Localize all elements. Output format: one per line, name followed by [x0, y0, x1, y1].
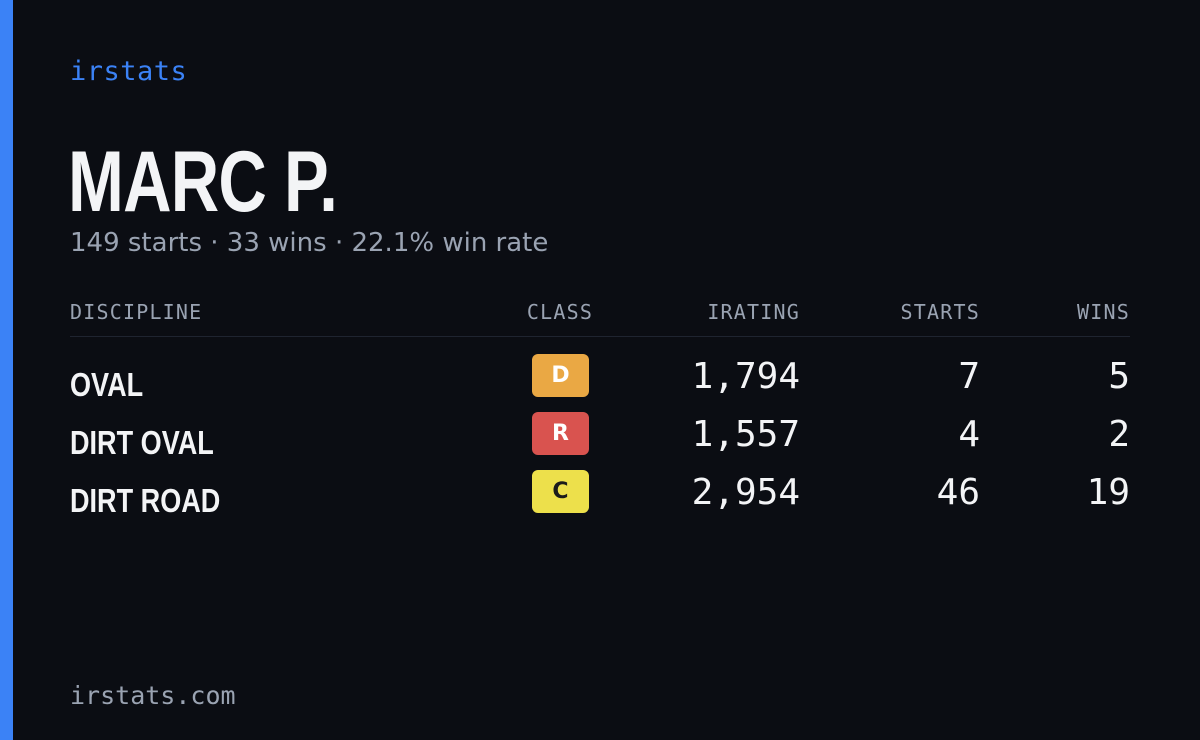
- table-row: DIRT OVAL R 1,557 4 2: [0, 412, 1200, 470]
- class-badge: D: [532, 354, 589, 397]
- summary-starts: 149 starts: [70, 228, 202, 258]
- class-badge: C: [532, 470, 589, 513]
- footer-url[interactable]: irstats.com: [70, 681, 236, 710]
- summary-wins: 33 wins: [226, 228, 327, 258]
- irating-cell: 1,557: [691, 414, 800, 455]
- wins-cell: 19: [1086, 472, 1130, 513]
- header-wins: WINS: [1077, 300, 1130, 324]
- table-divider: [70, 336, 1130, 337]
- discipline-cell: DIRT ROAD: [70, 482, 221, 519]
- driver-summary: 149 starts · 33 wins · 22.1% win rate: [70, 228, 548, 258]
- summary-separator: ·: [334, 228, 344, 258]
- accent-bar: [0, 0, 13, 740]
- class-badge: R: [532, 412, 589, 455]
- starts-cell: 4: [958, 414, 980, 455]
- brand-logo[interactable]: irstats: [70, 56, 188, 87]
- wins-cell: 2: [1108, 414, 1130, 455]
- table-row: OVAL D 1,794 7 5: [0, 354, 1200, 412]
- irating-cell: 1,794: [691, 356, 800, 397]
- starts-cell: 46: [936, 472, 980, 513]
- discipline-cell: OVAL: [70, 366, 144, 403]
- header-starts: STARTS: [900, 300, 980, 324]
- driver-name: MARC P.: [68, 134, 338, 230]
- summary-separator: ·: [210, 228, 219, 258]
- starts-cell: 7: [958, 356, 980, 397]
- table-row: DIRT ROAD C 2,954 46 19: [0, 470, 1200, 528]
- header-irating: IRATING: [707, 300, 800, 324]
- header-discipline: DISCIPLINE: [70, 300, 203, 324]
- summary-win-rate: 22.1% win rate: [351, 228, 549, 258]
- header-class: CLASS: [526, 300, 594, 324]
- wins-cell: 5: [1108, 356, 1130, 397]
- discipline-cell: DIRT OVAL: [70, 424, 214, 461]
- irating-cell: 2,954: [691, 472, 800, 513]
